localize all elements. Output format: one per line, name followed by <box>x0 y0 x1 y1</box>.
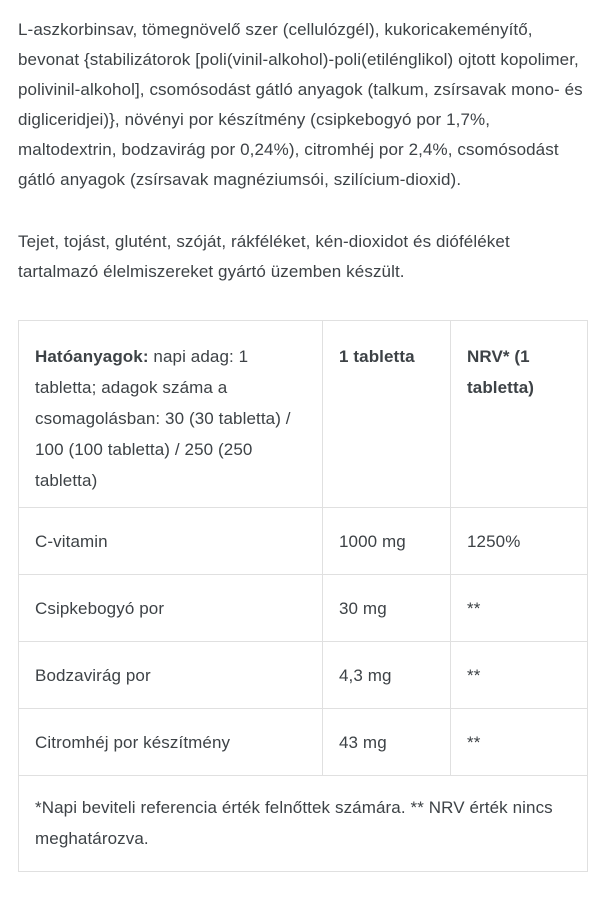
ingredient-amount-cell: 43 mg <box>322 708 451 776</box>
table-row: Bodzavirág por 4,3 mg ** <box>18 641 588 709</box>
ingredient-nrv-cell: 1250% <box>450 507 588 575</box>
nrv-footnote: *Napi beviteli referencia érték felnőtte… <box>18 775 588 872</box>
ingredient-name-cell: C-vitamin <box>18 507 323 575</box>
ingredient-name-cell: Csipkebogyó por <box>18 574 323 642</box>
header-cell-nrv: NRV* (1 tabletta) <box>450 320 588 508</box>
product-info-section: L-aszkorbinsav, tömegnövelő szer (cellul… <box>18 20 588 872</box>
active-ingredients-table: Hatóanyagok: napi adag: 1 tabletta; adag… <box>18 320 588 872</box>
ingredients-paragraph: L-aszkorbinsav, tömegnövelő szer (cellul… <box>18 20 583 189</box>
table-row: Csipkebogyó por 30 mg ** <box>18 574 588 642</box>
header-dosage-text: napi adag: 1 tabletta; adagok száma a cs… <box>35 347 291 490</box>
ingredient-nrv-cell: ** <box>450 641 588 709</box>
ingredient-amount-cell: 1000 mg <box>322 507 451 575</box>
ingredient-nrv-cell: ** <box>450 574 588 642</box>
table-header-row: Hatóanyagok: napi adag: 1 tabletta; adag… <box>18 320 588 508</box>
header-ingredients-label: Hatóanyagok: <box>35 347 149 366</box>
ingredient-name-cell: Bodzavirág por <box>18 641 323 709</box>
ingredient-amount-cell: 30 mg <box>322 574 451 642</box>
allergen-info-paragraph: Tejet, tojást, glutént, szóját, rákfélék… <box>18 232 510 281</box>
header-cell-per-tablet: 1 tabletta <box>322 320 451 508</box>
ingredient-amount-cell: 4,3 mg <box>322 641 451 709</box>
table-row: Citromhéj por készítmény 43 mg ** <box>18 708 588 776</box>
table-row: C-vitamin 1000 mg 1250% <box>18 507 588 575</box>
ingredient-nrv-cell: ** <box>450 708 588 776</box>
table-footnote-row: *Napi beviteli referencia érték felnőtte… <box>18 775 588 872</box>
ingredient-name-cell: Citromhéj por készítmény <box>18 708 323 776</box>
header-cell-ingredients: Hatóanyagok: napi adag: 1 tabletta; adag… <box>18 320 323 508</box>
